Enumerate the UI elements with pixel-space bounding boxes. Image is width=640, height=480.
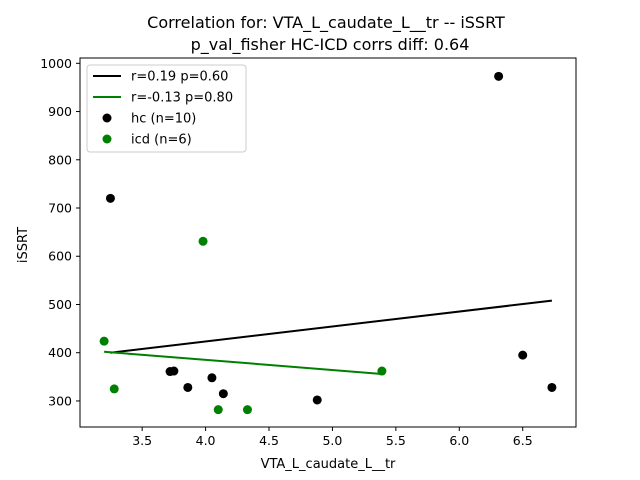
point-series0-7 — [207, 373, 217, 383]
x-tick-label-1: 4.0 — [196, 433, 216, 448]
legend-label-line-1: r=-0.13 p=0.80 — [131, 91, 233, 106]
x-tick-label-2: 4.5 — [259, 433, 279, 448]
point-series0-3 — [547, 382, 557, 392]
y-tick-label-2: 500 — [48, 297, 72, 312]
y-tick-label-1: 400 — [48, 345, 72, 360]
x-tick-label-3: 5.0 — [322, 433, 342, 448]
y-tick-label-6: 900 — [48, 104, 72, 119]
point-series0-1 — [105, 193, 115, 203]
fit-line-1 — [104, 350, 382, 375]
fit-line-0 — [110, 299, 553, 354]
y-axis-label: iSSRT — [16, 227, 31, 263]
x-tick-label-5: 6.0 — [449, 433, 469, 448]
point-series0-0 — [494, 71, 504, 81]
y-tick-label-5: 800 — [48, 152, 72, 167]
y-tick-label-7: 1000 — [40, 56, 72, 71]
y-tick-label-3: 600 — [48, 249, 72, 264]
point-series1-5 — [242, 405, 252, 415]
point-series0-9 — [312, 395, 322, 405]
legend-label-series-0: hc (n=10) — [131, 112, 196, 127]
y-tick-label-0: 300 — [48, 393, 72, 408]
point-series0-6 — [183, 382, 193, 392]
point-series0-5 — [169, 366, 179, 376]
plot-area: 3.5 4.0 4.5 5.0 5.5 6.0 6.5 300 400 500 600 700 800 9… — [40, 56, 577, 448]
legend-marker-0 — [102, 113, 112, 123]
point-series1-3 — [377, 366, 387, 376]
point-series1-2 — [109, 384, 119, 394]
legend: r=0.19 p=0.60 r=-0.13 p=0.80 hc (n=10) icd … — [86, 64, 247, 153]
y-tick-label-4: 700 — [48, 201, 72, 216]
x-axis-label: VTA_L_caudate_L__tr — [261, 457, 396, 472]
x-tick-label-6: 6.5 — [513, 433, 533, 448]
legend-label-series-1: icd (n=6) — [131, 133, 192, 148]
point-series1-4 — [213, 405, 223, 415]
point-series1-1 — [99, 336, 109, 346]
point-series1-0 — [198, 236, 208, 246]
legend-marker-1 — [102, 134, 112, 144]
point-series0-8 — [218, 389, 228, 399]
x-tick-label-4: 5.5 — [386, 433, 406, 448]
legend-box — [86, 64, 247, 153]
axes-frame — [79, 57, 577, 428]
legend-label-line-0: r=0.19 p=0.60 — [131, 70, 228, 85]
point-series0-2 — [518, 350, 528, 360]
chart-title-line1: Correlation for: VTA_L_caudate_L__tr -- … — [147, 13, 505, 33]
chart-title-line2: p_val_fisher HC-ICD corrs diff: 0.64 — [191, 35, 470, 55]
x-tick-label-0: 3.5 — [132, 433, 152, 448]
